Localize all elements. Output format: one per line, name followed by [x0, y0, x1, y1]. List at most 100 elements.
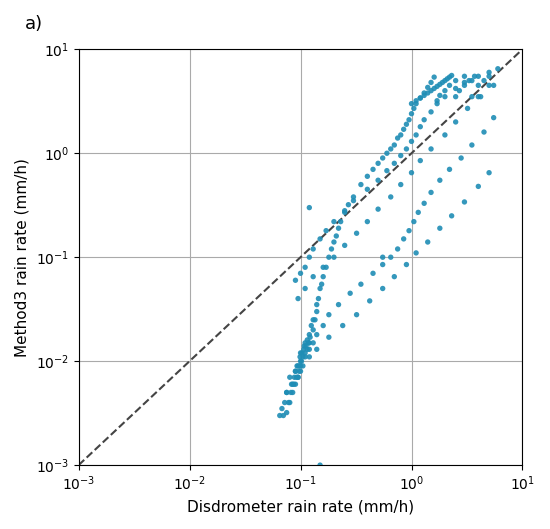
Point [427, 78, 436, 87]
Point [460, 78, 469, 87]
Point [436, 80, 444, 88]
Y-axis label: Method3 rain rate (mm/h): Method3 rain rate (mm/h) [15, 158, 30, 357]
Point [420, 199, 428, 207]
Point [445, 81, 454, 89]
Point [397, 151, 405, 160]
Point [427, 145, 436, 153]
Point [299, 345, 308, 353]
Point [414, 208, 422, 216]
Point [340, 206, 349, 215]
Point [420, 89, 428, 97]
Point [386, 145, 395, 153]
Point [296, 353, 305, 361]
Point [309, 272, 317, 281]
Point [301, 342, 310, 350]
Point [438, 78, 447, 87]
Point [368, 165, 377, 174]
Point [412, 249, 421, 257]
Point [373, 159, 382, 168]
Point [402, 120, 411, 129]
Point [299, 362, 307, 370]
Point [291, 380, 300, 388]
Point [298, 349, 306, 357]
Point [378, 284, 387, 293]
Point [280, 398, 289, 407]
Point [312, 307, 321, 316]
Point [474, 93, 483, 101]
Point [386, 253, 395, 261]
Point [365, 297, 374, 305]
Point [433, 96, 442, 105]
Point [291, 367, 300, 376]
Point [490, 113, 498, 122]
Point [460, 72, 469, 80]
Point [416, 94, 425, 102]
Point [352, 229, 361, 238]
Point [319, 321, 328, 330]
Point [349, 196, 358, 205]
Point [296, 362, 305, 370]
Point [284, 398, 293, 407]
Point [386, 193, 395, 201]
Point [316, 284, 324, 293]
Point [352, 311, 361, 319]
Point [412, 131, 421, 139]
Point [460, 81, 469, 89]
Point [427, 86, 436, 95]
Point [304, 339, 313, 347]
Point [427, 188, 436, 197]
Point [407, 168, 416, 177]
Point [485, 72, 493, 80]
Point [378, 260, 387, 269]
Point [436, 91, 444, 99]
Point [329, 217, 338, 226]
Point [468, 93, 476, 101]
Point [447, 212, 456, 220]
Point [402, 260, 411, 269]
Point [399, 235, 408, 243]
Point [424, 238, 432, 246]
Point [455, 86, 464, 95]
Point [474, 72, 483, 80]
Point [445, 73, 454, 81]
Point [436, 224, 444, 232]
Point [299, 353, 307, 361]
Point [390, 141, 399, 149]
Point [319, 272, 328, 281]
Point [456, 154, 465, 162]
Point [441, 93, 449, 101]
Point [368, 269, 377, 278]
Point [297, 357, 306, 366]
Point [424, 83, 432, 92]
Point [378, 154, 387, 162]
Point [334, 224, 343, 232]
Point [344, 200, 353, 209]
Point [441, 131, 449, 139]
Point [334, 300, 343, 309]
Point [407, 99, 416, 108]
Point [424, 89, 432, 97]
Point [322, 226, 331, 235]
Point [420, 115, 428, 124]
Point [294, 373, 302, 381]
Point [324, 253, 333, 261]
Point [407, 110, 416, 118]
Point [301, 263, 310, 271]
Point [451, 76, 460, 85]
Point [349, 193, 358, 201]
Point [338, 321, 347, 330]
Point [485, 168, 493, 177]
Point [382, 167, 391, 175]
Point [463, 104, 472, 113]
Point [309, 339, 317, 347]
Point [363, 217, 372, 226]
Point [433, 99, 442, 108]
Point [480, 76, 488, 85]
Point [285, 398, 294, 407]
Point [363, 185, 372, 194]
Point [289, 380, 298, 388]
Point [305, 331, 314, 339]
Point [441, 76, 449, 85]
Point [295, 362, 304, 370]
Point [296, 349, 305, 357]
